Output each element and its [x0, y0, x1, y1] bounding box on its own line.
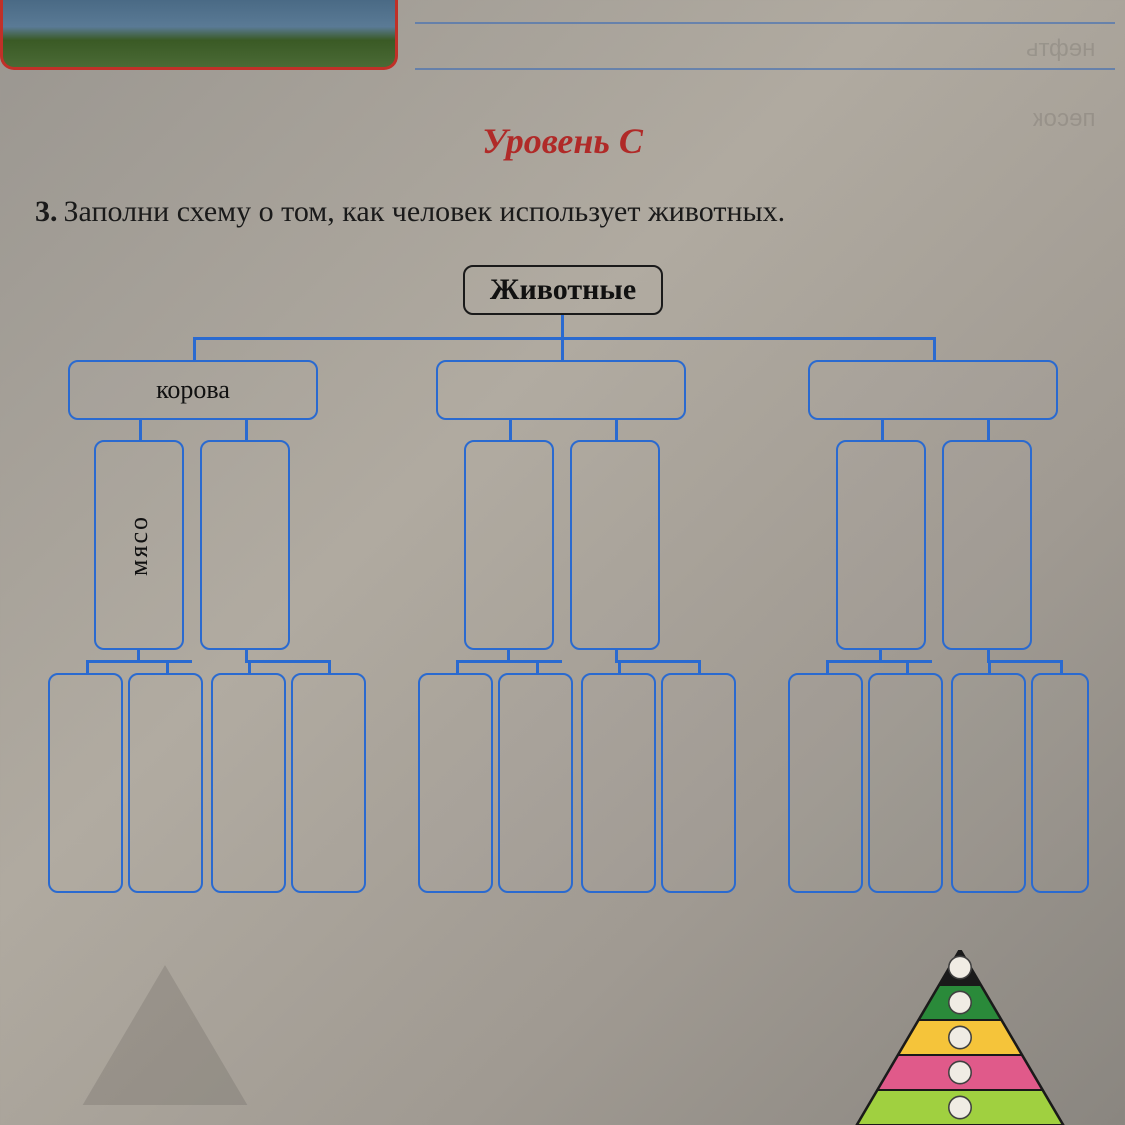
connector: [166, 660, 169, 673]
tree-level3-box: [128, 673, 203, 893]
question-body: Заполни схему о том, как человек использ…: [64, 195, 786, 228]
tree-level3-box: [498, 673, 573, 893]
connector: [881, 420, 884, 440]
color-pyramid: [855, 950, 1065, 1125]
connector: [879, 650, 882, 663]
connector: [618, 660, 698, 663]
ghost-text: нефть: [1026, 35, 1095, 63]
tree-level3-box: [868, 673, 943, 893]
ghost-text: песок: [1033, 105, 1095, 133]
connector: [906, 660, 909, 673]
connector: [561, 337, 564, 360]
connector: [988, 660, 1060, 663]
tree-level1-box: корова: [68, 360, 318, 420]
rule-line: [415, 68, 1115, 70]
connector: [139, 420, 142, 440]
tree-level2-box: [836, 440, 926, 650]
tree-level3-box: [951, 673, 1026, 893]
connector: [987, 420, 990, 440]
tree-level1-box: [436, 360, 686, 420]
connector: [248, 660, 328, 663]
tree-level3-box: [48, 673, 123, 893]
tree-level3-box: [418, 673, 493, 893]
box-label: мясо: [124, 515, 154, 576]
connector: [561, 315, 564, 337]
connector: [1060, 660, 1063, 673]
question-number: 3.: [35, 195, 58, 228]
connector: [507, 650, 510, 663]
connector: [698, 660, 701, 673]
tree-diagram: Животные корова мясо: [48, 265, 1078, 905]
tree-level3-box: [661, 673, 736, 893]
connector: [988, 660, 991, 673]
tree-level2-box: мясо: [94, 440, 184, 650]
connector: [245, 420, 248, 440]
ghost-pyramid: [80, 965, 250, 1105]
tree-level3-box: [1031, 673, 1089, 893]
tree-level3-box: [581, 673, 656, 893]
connector: [618, 660, 621, 673]
tree-level2-box: [570, 440, 660, 650]
connector: [456, 660, 459, 673]
connector: [615, 420, 618, 440]
tree-level2-box: [942, 440, 1032, 650]
rule-line: [415, 22, 1115, 24]
connector: [137, 650, 140, 663]
level-title: Уровень С: [0, 120, 1125, 162]
tree-level3-box: [211, 673, 286, 893]
tree-level2-box: [464, 440, 554, 650]
connector: [933, 337, 936, 360]
tree-root: Животные: [463, 265, 663, 315]
connector: [193, 337, 196, 360]
connector: [86, 660, 89, 673]
tree-level1-box: [808, 360, 1058, 420]
connector: [509, 420, 512, 440]
tree-level3-box: [291, 673, 366, 893]
question-text: 3.Заполни схему о том, как человек испол…: [35, 195, 1090, 229]
tree-level2-box: [200, 440, 290, 650]
connector: [826, 660, 829, 673]
connector: [248, 660, 251, 673]
header-photo: [0, 0, 398, 70]
connector: [328, 660, 331, 673]
connector: [536, 660, 539, 673]
tree-level3-box: [788, 673, 863, 893]
